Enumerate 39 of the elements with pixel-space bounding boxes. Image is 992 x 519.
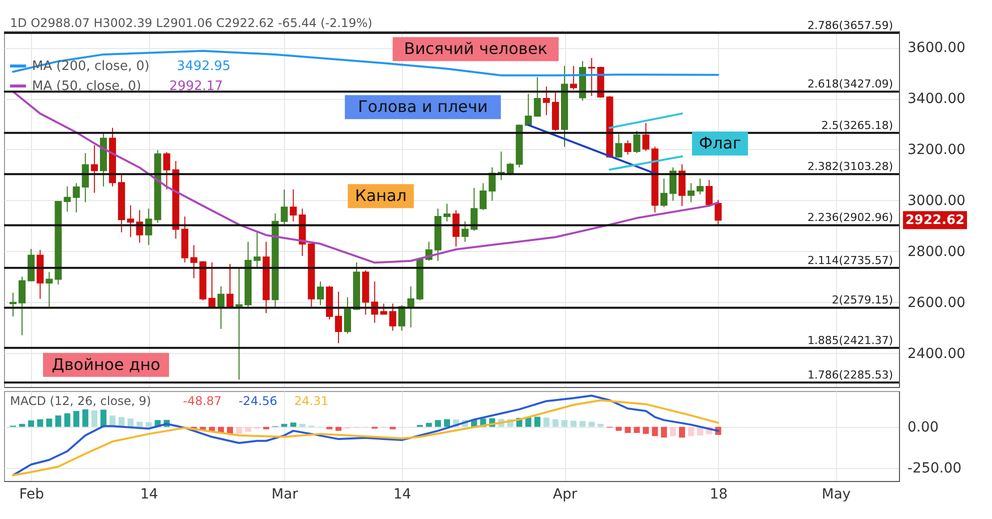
x-tick-label: May <box>822 486 851 502</box>
annotation: -48.87 <box>183 394 222 408</box>
ref-line-label: 2.786(3657.59) <box>807 18 893 32</box>
chart-title: MACD (12, 26, close, 9) <box>10 394 152 408</box>
y-tick-label: 2600.00 <box>908 294 966 311</box>
annotation: Флаг <box>698 133 742 152</box>
y-tick-label: 3600.00 <box>908 40 966 56</box>
annotation: 24.31 <box>294 394 329 408</box>
y-tick-label: 3200.00 <box>908 142 966 158</box>
ref-line-label: 2.5(3265.18) <box>821 118 893 132</box>
annotation: -24.56 <box>238 394 278 408</box>
ref-line-label: 2.382(3103.28) <box>807 160 893 174</box>
annotation: 2992.17 <box>169 79 223 94</box>
annotation: Висячий человек <box>404 39 548 58</box>
annotation: Голова и плечи <box>358 97 488 116</box>
annotation: Двойное дно <box>52 354 160 374</box>
legend-label: MA (50, close, 0) <box>32 79 142 94</box>
chart-title: 1D O2988.07 H3002.39 L2901.06 C2922.62 -65.44 (-2.19%) <box>10 16 372 30</box>
ref-line-label: 1.786(2285.53) <box>807 368 893 382</box>
x-tick-label: Apr <box>552 486 578 502</box>
y-tick-label: 3400.00 <box>908 91 966 108</box>
y-tick-label: 0.00 <box>908 419 939 436</box>
x-tick-label: 18 <box>710 486 728 502</box>
ref-line-label: 1.885(2421.37) <box>807 334 893 347</box>
x-tick-label: Feb <box>19 486 44 502</box>
text: 2922.62 <box>905 213 965 228</box>
ref-line-label: 2.236(2902.96) <box>807 211 893 224</box>
annotation: Канал <box>354 186 407 206</box>
ref-line-label: 2.618(3427.09) <box>807 78 893 91</box>
y-tick-label: 3000.00 <box>908 192 966 209</box>
x-tick-label: Mar <box>272 486 298 502</box>
x-tick-label: 14 <box>140 486 158 502</box>
ref-line-label: 2.114(2735.57) <box>807 254 893 267</box>
x-tick-label: 14 <box>393 486 412 502</box>
annotation: 3492.95 <box>176 59 231 74</box>
y-tick-label: 2400.00 <box>908 346 966 362</box>
y-tick-label: 2800.00 <box>908 244 966 260</box>
ref-line-label: 2(2579.15) <box>832 294 893 307</box>
y-tick-label: -250.00 <box>908 460 962 477</box>
